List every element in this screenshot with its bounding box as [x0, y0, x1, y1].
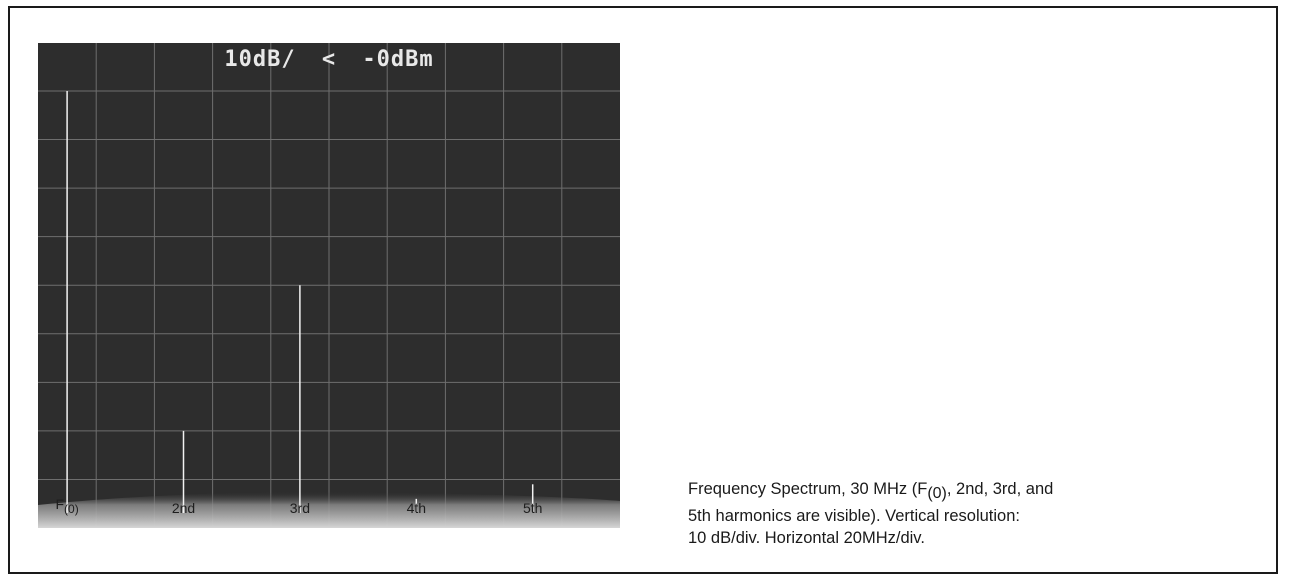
figure-frame: 10dB/ < -0dBm F(0) 2nd 3rd 4th 5th Frequency…	[8, 6, 1278, 574]
spectrum-screen: 10dB/ < -0dBm F(0) 2nd 3rd 4th 5th	[38, 43, 620, 528]
scale-readout: 10dB/	[224, 47, 296, 72]
figure-caption: Frequency Spectrum, 30 MHz (F(0), 2nd, 3…	[688, 478, 1108, 549]
x-tick-label-4: 4th	[407, 500, 426, 516]
reference-level-readout: -0dBm	[362, 47, 434, 72]
x-tick-label-subscript: (0)	[64, 502, 79, 516]
ref-marker: <	[321, 47, 337, 72]
x-tick-label-text: 5th	[522, 500, 543, 516]
caption-line-1-pre: Frequency Spectrum, 30 MHz (F	[688, 480, 928, 498]
caption-line-1-sub: (0)	[927, 485, 947, 502]
graticule	[38, 43, 620, 528]
x-tick-label-5: 5th	[523, 500, 542, 516]
x-tick-label-1: F(0)	[55, 496, 78, 516]
caption-line-3: 10 dB/div. Horizontal 20MHz/div.	[688, 529, 925, 547]
x-tick-label-text: 3rd	[289, 500, 311, 516]
x-tick-label-2: 2nd	[172, 500, 195, 516]
x-tick-label-text: 2nd	[171, 500, 196, 516]
x-tick-label-text: 4th	[406, 500, 427, 516]
x-tick-label-text: F	[55, 496, 65, 512]
screen-header: 10dB/ < -0dBm	[38, 47, 620, 72]
harmonic-peaks	[65, 91, 535, 513]
caption-line-1-post: , 2nd, 3rd, and	[946, 480, 1054, 498]
caption-line-2: 5th harmonics are visible). Vertical res…	[688, 507, 1020, 525]
x-tick-label-3: 3rd	[290, 500, 310, 516]
spectrum-plot	[38, 43, 620, 528]
